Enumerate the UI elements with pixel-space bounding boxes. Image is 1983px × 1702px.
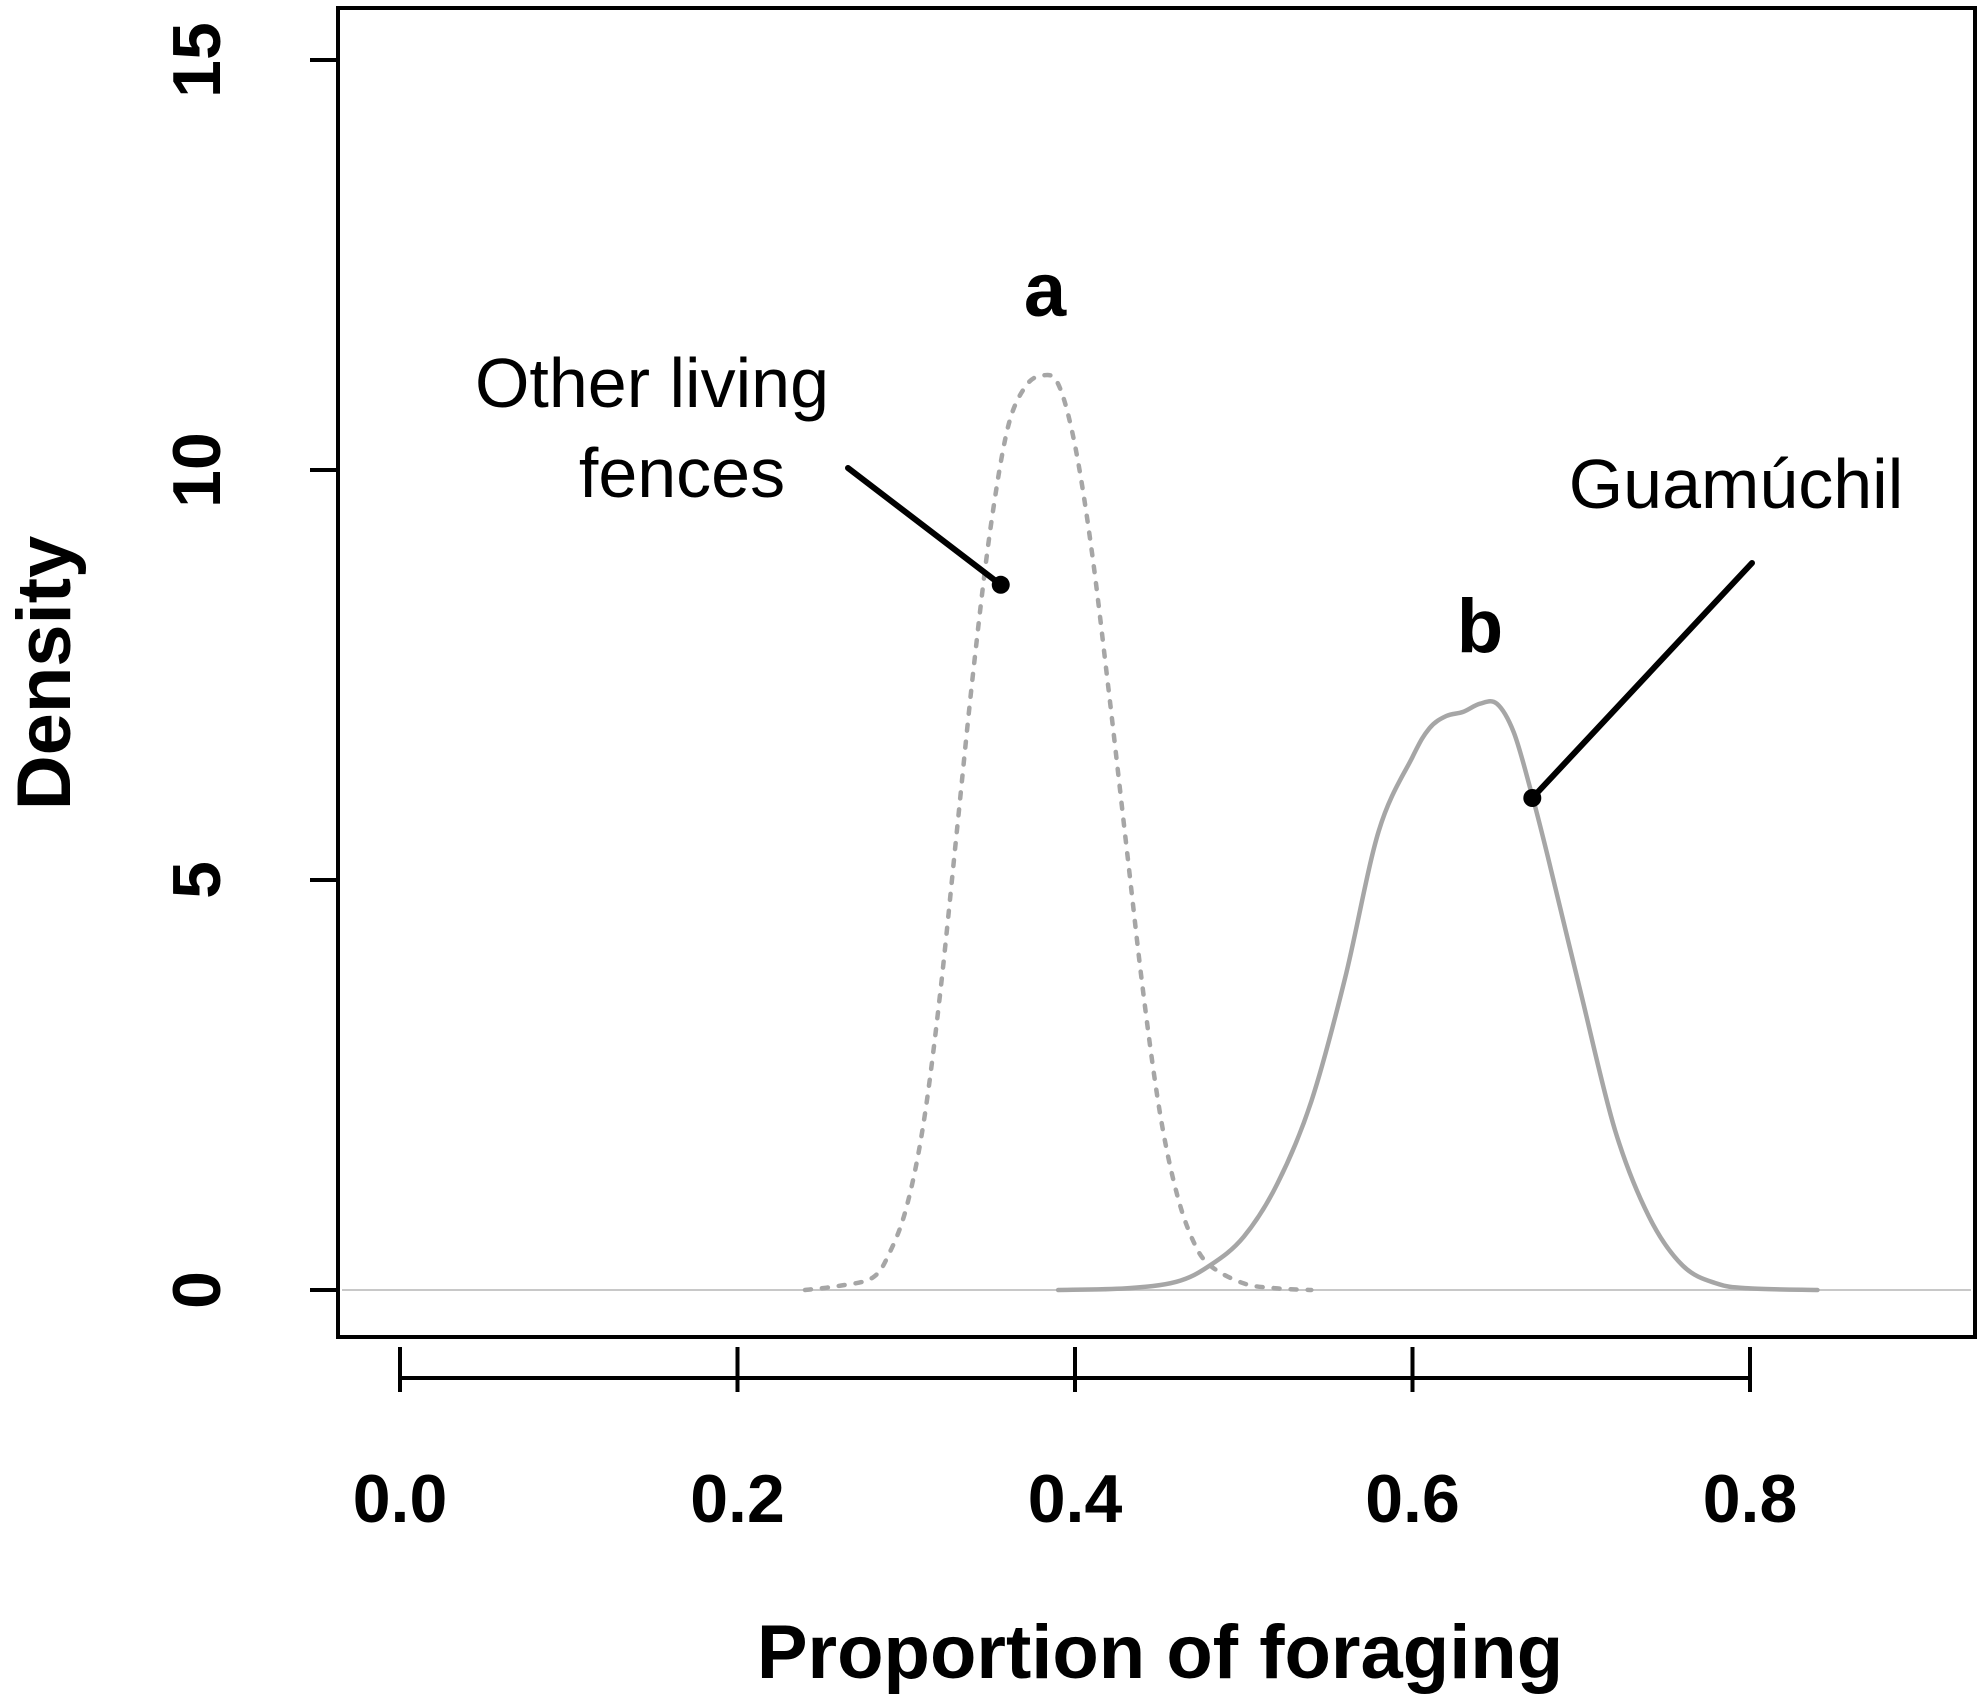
y-axis: 0 5 10 15: [159, 22, 338, 1309]
x-tick-label: 0.2: [690, 1461, 785, 1537]
y-tick-label: 5: [159, 861, 235, 899]
other-living-fences-letter: a: [1024, 248, 1067, 333]
other-living-fences-label-line1: Other living: [475, 344, 829, 422]
y-axis-title: Density: [2, 536, 87, 811]
plot-frame: [336, 6, 1977, 1339]
series-layer: [802, 372, 1820, 1293]
y-tick-label: 0: [159, 1271, 235, 1309]
x-tick-label: 0.0: [353, 1461, 448, 1537]
y-tick-label: 10: [159, 432, 235, 508]
guamuchil-label: Guamúchil: [1569, 445, 1904, 523]
x-axis: 0.0 0.2 0.4 0.6 0.8: [353, 1347, 1798, 1537]
guamuchil-pointer-dot: [1523, 789, 1542, 807]
guamuchil-pointer: [1529, 560, 1755, 801]
guamuchil-density-line: [1055, 698, 1820, 1293]
guamuchil-letter: b: [1457, 584, 1503, 669]
other-living-fences-pointer-dot: [991, 575, 1010, 594]
other-living-fences-label-line2: fences: [579, 434, 785, 512]
x-tick-label: 0.6: [1365, 1461, 1460, 1537]
annotation-layer: Other living fences a Guamúchil b: [475, 248, 1903, 807]
y-tick-label: 15: [159, 22, 235, 98]
x-tick-label: 0.4: [1028, 1461, 1123, 1537]
x-tick-label: 0.8: [1703, 1461, 1798, 1537]
other-living-fences-pointer: [845, 465, 1004, 588]
other-living-fences-density-line: [802, 372, 1314, 1293]
x-axis-title: Proportion of foraging: [757, 1610, 1563, 1695]
